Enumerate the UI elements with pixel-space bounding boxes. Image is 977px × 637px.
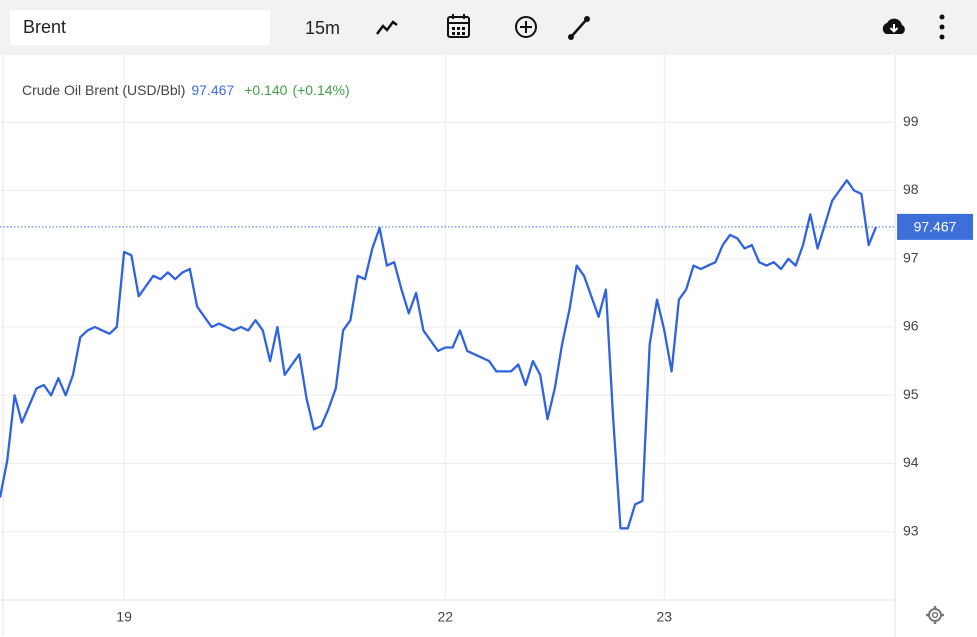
y-tick-label: 95 [903,386,919,402]
chart: Crude Oil Brent (USD/Bbl) 97.467 +0.140 (+0… [0,55,973,637]
x-tick-label: 19 [116,609,132,625]
settings-icon[interactable] [926,606,944,624]
menu-icon[interactable] [932,12,952,42]
series-name: Crude Oil Brent (USD/Bbl) [22,82,185,98]
interval-button[interactable]: 15m [305,18,341,38]
chart-type-icon[interactable] [374,12,400,42]
y-tick-label: 99 [903,113,919,129]
calendar-icon[interactable] [446,12,472,42]
draw-icon[interactable] [566,12,592,42]
x-tick-label: 22 [438,609,454,625]
legend: Crude Oil Brent (USD/Bbl) 97.467 +0.140 (+0… [22,82,350,98]
last-value: 97.467 [191,82,234,98]
download-icon[interactable] [880,12,908,42]
last-price-label: 97.467 [914,219,957,235]
y-tick-label: 97 [903,249,919,265]
search-box[interactable]: Brent [10,10,270,45]
last-price-box [897,213,973,240]
y-tick-label: 94 [903,454,919,470]
change: +0.140 [244,82,287,98]
change-percent: (+0.14%) [292,82,349,98]
y-tick-label: 93 [903,522,919,538]
price-line [0,179,878,530]
add-icon[interactable] [514,12,540,42]
y-tick-label: 98 [903,181,919,197]
x-tick-label: 23 [657,609,673,625]
toolbar: Brent 15m [0,0,977,55]
y-tick-label: 96 [903,318,919,334]
